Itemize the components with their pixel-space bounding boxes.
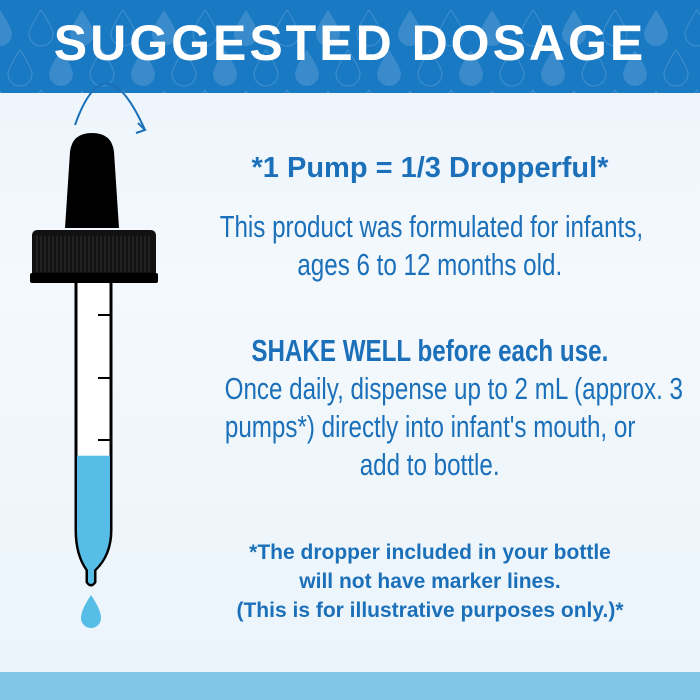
- droplet-icon: [274, 9, 300, 47]
- droplet-icon: [356, 9, 382, 47]
- droplet-icon: [572, 90, 576, 93]
- droplet-icon: [152, 10, 176, 46]
- droplet-icon: [694, 89, 700, 93]
- droplet-icon: [244, 90, 248, 93]
- droplet-icon: [530, 89, 536, 93]
- page-title: SUGGESTED DOSAGE: [53, 15, 647, 71]
- droplet-icon: [408, 90, 412, 93]
- instructions-text: SHAKE WELL before each use. Once daily, …: [224, 333, 683, 482]
- disclaimer-note: *The dropper included in your bottle wil…: [236, 541, 624, 622]
- droplet-icon: [366, 89, 372, 93]
- droplet-icon: [654, 90, 658, 93]
- droplet-icon: [490, 90, 494, 93]
- droplet-icon: [602, 9, 628, 47]
- droplet-icon: [70, 10, 94, 46]
- droplet-icon: [438, 9, 464, 47]
- droplet-icon: [28, 9, 54, 47]
- droplet-icon: [581, 49, 607, 87]
- droplet-icon: [541, 50, 565, 86]
- droplet-icon: [202, 89, 208, 93]
- droplet-icon: [80, 90, 84, 93]
- droplet-icon: [213, 50, 237, 86]
- intro-text: This product was formulated for infants,…: [219, 209, 644, 282]
- droplet-icon: [49, 50, 73, 86]
- droplet-icon: [89, 49, 115, 87]
- droplet-pattern: [0, 9, 700, 93]
- droplet-icon: [326, 90, 330, 93]
- droplet-icon: [562, 10, 586, 46]
- droplet-icon: [316, 10, 340, 46]
- droplet-icon: [38, 89, 44, 93]
- droplet-icon: [171, 49, 197, 87]
- droplet-icon: [398, 10, 422, 46]
- droplet-icon: [448, 89, 454, 93]
- droplet-icon: [110, 9, 136, 47]
- droplet-icon: [131, 50, 155, 86]
- droplet-icon: [417, 49, 443, 87]
- droplet-icon: [253, 49, 279, 87]
- dropper-icon: [30, 82, 158, 628]
- droplet-icon: [192, 9, 218, 47]
- droplet-icon: [7, 49, 33, 87]
- droplet-icon: [0, 90, 2, 93]
- header-banner: SUGGESTED DOSAGE: [0, 0, 700, 93]
- droplet-icon: [295, 50, 319, 86]
- footer-band: [0, 672, 700, 700]
- shake-warning: SHAKE WELL before each use.: [251, 333, 609, 368]
- droplet-icon: [612, 89, 618, 93]
- droplet-icon: [459, 50, 483, 86]
- droplet-icon: [234, 10, 258, 46]
- droplet-icon: [0, 10, 12, 46]
- droplet-icon: [623, 50, 647, 86]
- droplet-icon: [644, 10, 668, 46]
- drop-icon: [81, 595, 101, 628]
- droplet-icon: [284, 89, 290, 93]
- droplet-icon: [520, 9, 546, 47]
- droplet-icon: [335, 49, 361, 87]
- droplet-icon: [377, 50, 401, 86]
- droplet-icon: [480, 10, 504, 46]
- droplet-icon: [499, 49, 525, 87]
- droplet-icon: [684, 9, 700, 47]
- arrow-icon: [74, 82, 146, 131]
- pump-ratio: *1 Pump = 1/3 Dropperful*: [251, 152, 609, 184]
- droplet-icon: [162, 90, 166, 93]
- droplet-icon: [663, 49, 689, 87]
